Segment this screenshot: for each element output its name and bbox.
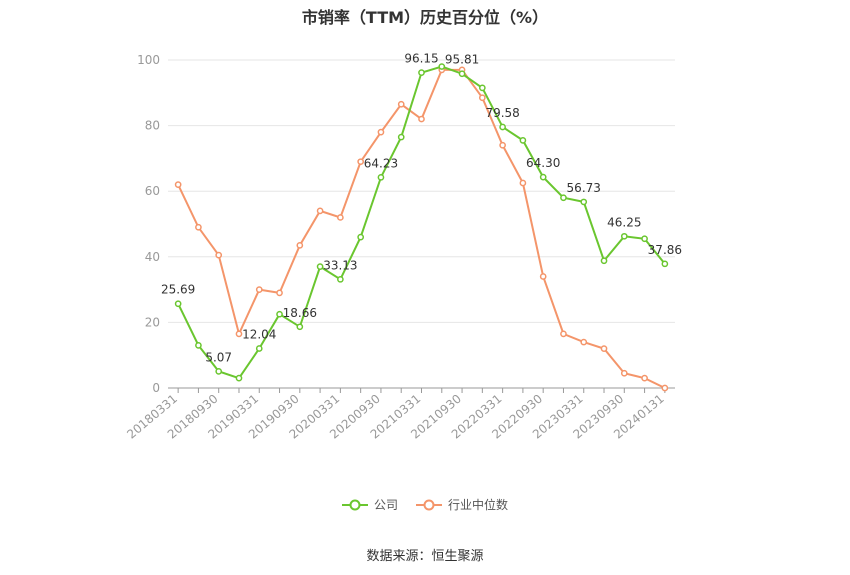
data-point: [195, 223, 202, 231]
data-label: 37.86: [648, 243, 682, 257]
data-point: [499, 123, 506, 131]
y-tick-label: 0: [152, 381, 160, 395]
data-point: [418, 69, 425, 76]
data-point: [357, 233, 365, 241]
legend-label-industry: 行业中位数: [448, 498, 509, 512]
data-point: [276, 310, 283, 318]
data-point: [600, 345, 608, 352]
data-label: 64.30: [526, 156, 560, 170]
data-point: [337, 214, 344, 221]
data-point: [661, 384, 669, 392]
data-label: 96.15: [404, 52, 438, 66]
data-point: [418, 115, 425, 123]
data-point: [255, 345, 263, 352]
data-label: 64.23: [364, 156, 398, 170]
data-point: [458, 70, 466, 78]
data-label: 33.13: [323, 258, 357, 272]
data-point: [478, 94, 486, 102]
data-point: [296, 323, 304, 331]
y-tick-label: 60: [145, 184, 160, 198]
legend-label-company: 公司: [373, 498, 398, 512]
data-point: [377, 173, 385, 181]
data-point: [296, 241, 304, 249]
y-tick-label: 80: [145, 119, 160, 133]
data-point: [377, 128, 385, 136]
data-point: [195, 342, 202, 349]
data-label: 95.81: [445, 53, 479, 67]
data-point: [580, 338, 588, 346]
data-point: [438, 63, 446, 70]
data-point: [519, 179, 527, 187]
data-point: [276, 289, 283, 297]
data-point: [560, 330, 567, 338]
y-tick-label: 40: [145, 250, 160, 264]
data-point: [560, 194, 567, 202]
data-label: 56.73: [567, 181, 601, 195]
data-point: [620, 232, 628, 240]
data-point: [600, 257, 608, 265]
data-point: [539, 173, 547, 181]
data-point: [174, 300, 182, 308]
data-label: 18.66: [283, 306, 317, 320]
legend-item-industry[interactable]: 行业中位数: [416, 496, 508, 513]
data-label: 5.07: [205, 350, 232, 364]
data-label: 25.69: [161, 283, 195, 297]
data-point: [174, 181, 182, 188]
chart-legend: 公司 行业中位数: [0, 496, 850, 513]
chart-title: 市销率（TTM）历史百分位（%）: [301, 8, 549, 27]
data-source: 数据来源：恒生聚源: [366, 549, 484, 564]
y-tick-label: 100: [137, 53, 160, 67]
data-point: [620, 369, 628, 377]
data-point: [357, 158, 365, 166]
data-point: [215, 251, 223, 259]
data-point: [661, 260, 669, 268]
data-point: [397, 133, 405, 141]
data-point: [641, 235, 648, 243]
legend-marker-industry-icon: [416, 499, 442, 510]
data-point: [519, 137, 527, 144]
data-label: 79.58: [485, 106, 519, 120]
data-label: 46.25: [607, 215, 641, 229]
data-point: [539, 273, 547, 280]
data-point: [397, 100, 405, 108]
data-point: [478, 84, 486, 92]
legend-item-company[interactable]: 公司: [341, 496, 398, 513]
data-point: [316, 263, 324, 270]
y-tick-label: 20: [145, 315, 160, 329]
data-label: 12.04: [242, 328, 276, 342]
data-point: [641, 374, 648, 382]
data-point: [255, 286, 263, 293]
data-point: [316, 207, 324, 215]
data-point: [580, 198, 588, 206]
data-point: [337, 275, 344, 283]
data-point: [215, 368, 223, 375]
data-point: [235, 330, 243, 338]
data-point: [499, 141, 506, 149]
legend-marker-company-icon: [341, 499, 368, 510]
data-point: [235, 374, 243, 382]
